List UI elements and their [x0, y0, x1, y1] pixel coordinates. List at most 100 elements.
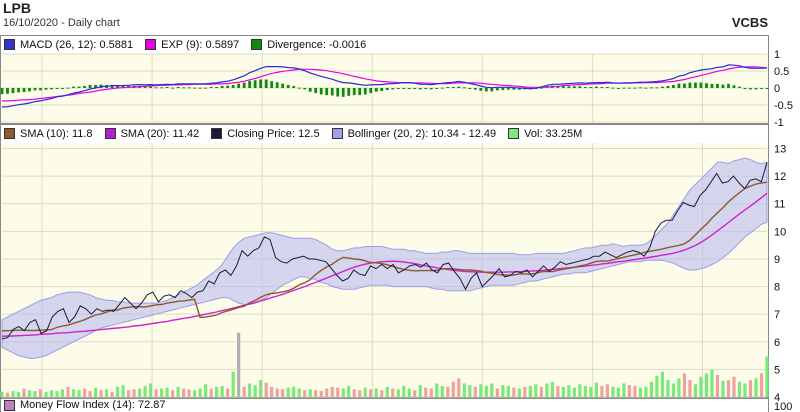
volume-bar: [49, 390, 54, 397]
volume-bar: [60, 389, 65, 397]
divergence-bar: [369, 88, 373, 94]
volume-bar: [171, 390, 175, 397]
volume-bar: [237, 332, 241, 397]
divergence-bar: [589, 86, 593, 88]
volume-bar: [297, 388, 301, 397]
legend-item-bollinger: Bollinger (20, 2): 10.34 - 12.49: [331, 128, 496, 140]
volume-bar: [369, 389, 373, 397]
volume-bar: [55, 391, 59, 397]
volume-bar: [682, 373, 687, 397]
legend-label-close: Closing Price: 12.5: [227, 127, 320, 140]
divergence-bar: [765, 88, 769, 89]
volume-bar: [479, 384, 483, 397]
divergence-bar: [94, 84, 97, 88]
volume-bar: [699, 376, 703, 397]
legend-label-divergence: Divergence: -0.0016: [267, 38, 367, 51]
divergence-bar: [721, 84, 725, 88]
volume-bar: [44, 391, 48, 397]
volume-bar: [253, 385, 257, 397]
divergence-bar: [182, 87, 186, 89]
divergence-bar: [319, 88, 323, 95]
divergence-bar: [248, 80, 252, 88]
volume-bar: [330, 386, 334, 397]
volume-bar: [16, 391, 21, 397]
divergence-bar: [88, 84, 92, 88]
volume-bar: [765, 356, 769, 397]
volume-bar: [523, 386, 527, 397]
volume-bar: [121, 385, 125, 397]
volume-bar: [363, 387, 367, 397]
volume-bar: [561, 386, 565, 397]
volume-bar: [501, 385, 505, 397]
volume-bar: [693, 384, 698, 397]
legend-label-mfi: Money Flow Index (14): 72.87: [20, 399, 166, 411]
volume-bar: [110, 391, 114, 397]
volume-bar: [281, 389, 285, 397]
volume-bar: [594, 382, 598, 397]
divergence-bar: [28, 88, 31, 92]
divergence-bar: [754, 88, 758, 90]
divergence-bar: [572, 86, 576, 88]
divergence-bar: [539, 87, 543, 89]
price-tick-label: 12: [774, 171, 786, 183]
mfi-swatch: [4, 399, 15, 411]
divergence-bar: [149, 86, 152, 88]
divergence-bar: [517, 88, 521, 90]
sma10-swatch: [4, 128, 15, 139]
divergence-bar: [402, 88, 406, 89]
volume-bar: [396, 389, 400, 397]
volume-bar: [424, 387, 428, 397]
volume-bar: [737, 381, 742, 397]
divergence-bar: [275, 82, 279, 88]
volume-bar: [715, 374, 720, 397]
divergence-bar: [490, 88, 494, 92]
volume-bar: [748, 380, 753, 397]
legend-item-divergence: Divergence: -0.0016: [251, 39, 366, 51]
volume-bar: [115, 386, 120, 397]
volume-bar: [71, 389, 76, 397]
volume-bar: [457, 378, 461, 397]
divergence-bar: [72, 86, 75, 88]
volume-bar: [655, 375, 659, 397]
volume-bar: [539, 386, 543, 397]
volume-bar: [193, 390, 197, 397]
volume-bar: [137, 388, 142, 397]
chart-date: 16/10/2020 - Daily chart: [3, 17, 120, 29]
mfi-y-tick: 100: [774, 401, 792, 412]
macd-tick-label: 0: [774, 83, 780, 95]
volume-bar: [429, 388, 433, 397]
volume-bar: [534, 384, 538, 397]
divergence-bar: [583, 86, 587, 88]
price-tick-label: 11: [774, 199, 785, 211]
closing-price-line: [1, 162, 768, 340]
volume-bar: [605, 384, 609, 397]
macd-y-axis: 1 0.5 0 -0.5 -1: [774, 49, 793, 129]
volume-bar: [572, 387, 576, 397]
volume-bar: [292, 386, 296, 397]
divergence-bar: [457, 86, 461, 88]
divergence-bar: [358, 88, 362, 96]
divergence-bar: [705, 83, 708, 88]
volume-bar: [0, 391, 4, 397]
divergence-bar: [556, 85, 560, 88]
divergence-bar: [424, 88, 428, 90]
divergence-bar: [176, 86, 180, 88]
volume-bar: [270, 386, 274, 397]
divergence-bar: [688, 82, 692, 88]
volume-bar: [732, 376, 736, 397]
divergence-bar: [55, 88, 59, 89]
volume-bar: [319, 391, 323, 397]
volume-bar: [259, 380, 263, 397]
divergence-bar: [446, 86, 450, 88]
divergence-bar: [578, 86, 582, 88]
divergence-bar: [292, 85, 296, 88]
divergence-bar: [220, 85, 224, 88]
volume-bar: [347, 385, 351, 397]
macd-line: [1, 64, 768, 108]
price-tick-label: 4: [774, 392, 780, 404]
divergence-bar: [374, 88, 378, 92]
divergence-bar: [270, 81, 274, 88]
macd-exp-line: [2, 66, 768, 102]
vol-swatch: [508, 128, 520, 139]
volume-bar: [143, 385, 147, 397]
